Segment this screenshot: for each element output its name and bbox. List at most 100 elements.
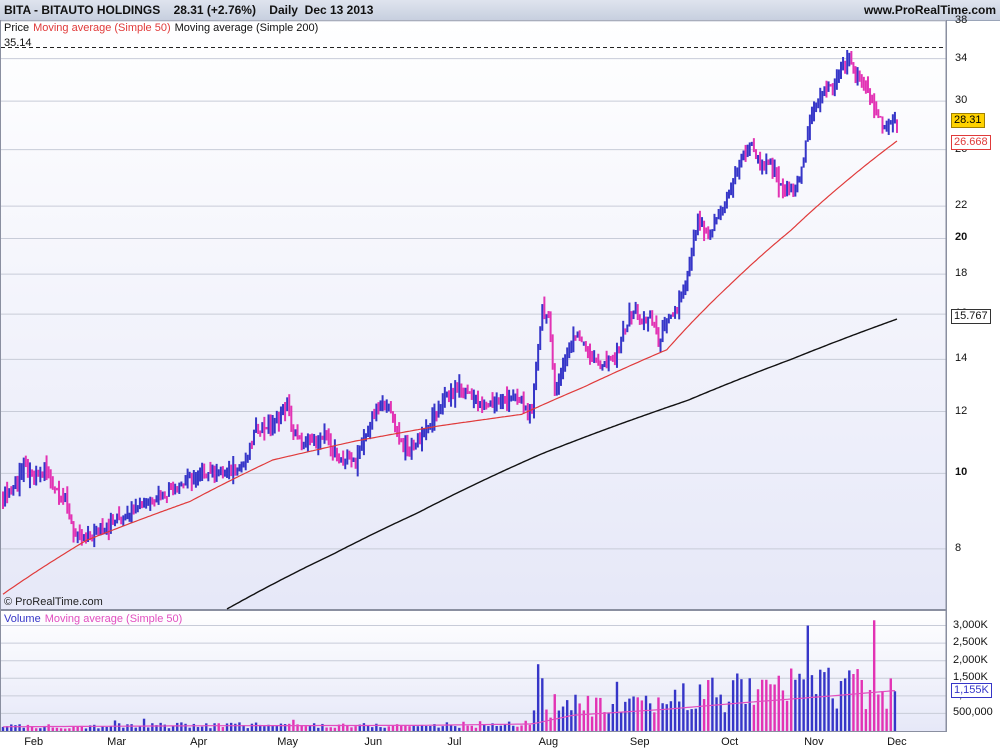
volume-bar	[491, 723, 494, 731]
volume-bar	[503, 724, 507, 731]
volume-bar	[532, 710, 536, 731]
volume-bar	[889, 678, 892, 731]
ma200-value-tag: 15.767	[951, 309, 991, 324]
month-label: Mar	[107, 736, 127, 748]
volume-bar	[321, 723, 324, 731]
volume-tick-label: 500,000	[953, 706, 993, 719]
volume-bar	[798, 673, 801, 731]
volume-bar	[864, 709, 868, 731]
volume-tick-label: 2,500K	[953, 636, 988, 649]
volume-bar	[669, 701, 673, 731]
volume-bar	[412, 725, 415, 731]
volume-bar	[43, 725, 46, 731]
volume-bar	[84, 728, 88, 731]
volume-bar	[541, 678, 544, 731]
volume-bar	[188, 727, 191, 731]
volume-bar	[325, 727, 328, 731]
price-legend: Price Moving average (Simple 50) Moving av…	[4, 22, 322, 34]
volume-bar	[196, 727, 200, 731]
volume-bar	[719, 694, 722, 731]
volume-bar	[723, 712, 727, 731]
volume-bar	[151, 723, 154, 731]
volume-bar	[682, 683, 685, 731]
volume-bar	[823, 672, 826, 731]
volume-bar	[790, 668, 793, 731]
volume-bar	[296, 724, 299, 731]
volume-bar	[122, 727, 125, 731]
volume-bar	[570, 710, 573, 731]
volume-tick-label: 2,000K	[953, 653, 988, 666]
volume-bar	[624, 701, 627, 731]
volume-bar	[130, 724, 133, 731]
volume-bar	[371, 727, 374, 731]
volume-bar	[317, 727, 320, 731]
volume-bar	[736, 673, 739, 731]
price-tick-label: 38	[955, 14, 968, 26]
header-info: BITA - BITAUTO HOLDINGS 28.31 (+2.76%) D…	[4, 3, 373, 17]
site-url[interactable]: www.ProRealTime.com	[863, 3, 996, 17]
volume-bar	[453, 726, 457, 731]
volume-bar	[383, 727, 386, 731]
volume-bar	[690, 709, 693, 731]
volume-bar	[329, 727, 332, 731]
volume-bar	[283, 724, 287, 731]
price-pane-bg	[1, 21, 946, 609]
volume-bar	[167, 728, 171, 731]
volume-bar	[877, 694, 880, 731]
volume-bar	[607, 712, 610, 731]
price-tick-label: 18	[955, 267, 968, 280]
volume-bar	[553, 694, 556, 731]
volume-bar	[528, 724, 532, 731]
volume-bar	[744, 703, 747, 731]
volume-bar	[47, 724, 50, 731]
volume-bar	[30, 726, 34, 731]
volume-ma-tag: 1,155K	[951, 683, 992, 698]
volume-bar	[545, 709, 548, 731]
volume-bar	[138, 725, 142, 731]
price-tick-label: 10	[955, 466, 968, 479]
volume-bar	[702, 699, 706, 731]
volume-bar	[872, 620, 876, 731]
volume-bar	[595, 697, 598, 731]
volume-bar	[599, 697, 602, 731]
volume-bar	[458, 727, 461, 731]
volume-bar	[752, 704, 756, 731]
volume-bar	[487, 726, 490, 731]
volume-bar	[814, 694, 818, 731]
volume-bar	[565, 700, 569, 731]
volume-bar	[341, 723, 345, 731]
volume-bar	[661, 703, 664, 731]
volume-bar	[756, 689, 760, 731]
volume-bar	[777, 675, 780, 731]
month-label: Sep	[629, 736, 650, 748]
volume-bar	[449, 724, 453, 731]
volume-bar	[590, 716, 594, 731]
quote-change: 28.31 (+2.76%)	[173, 3, 256, 17]
volume-bar	[379, 727, 382, 731]
volume-bar	[254, 722, 258, 731]
volume-legend: Volume Moving average (Simple 50)	[4, 613, 186, 625]
month-label: Aug	[538, 736, 559, 748]
volume-bar	[271, 725, 274, 731]
month-label: May	[277, 736, 299, 748]
volume-bar	[337, 724, 341, 731]
price-tick-label: 12	[955, 404, 968, 417]
volume-bar	[441, 726, 444, 731]
volume-bar	[507, 721, 511, 731]
volume-bar	[769, 684, 772, 731]
volume-bar	[632, 696, 635, 731]
volume-bar	[263, 726, 266, 731]
volume-bar	[644, 695, 648, 731]
volume-bar	[760, 679, 764, 731]
volume-bar	[673, 689, 677, 731]
volume-bar	[810, 675, 814, 731]
volume-bar	[346, 725, 349, 731]
ma50-line	[2, 140, 898, 595]
legend-price: Price	[4, 22, 30, 34]
volume-bar	[109, 726, 113, 731]
volume-bar	[470, 725, 473, 731]
volume-bar	[39, 728, 42, 731]
legend-ma200: Moving average (Simple 200)	[174, 22, 319, 34]
volume-bar	[520, 725, 523, 731]
volume-bar	[860, 680, 863, 731]
